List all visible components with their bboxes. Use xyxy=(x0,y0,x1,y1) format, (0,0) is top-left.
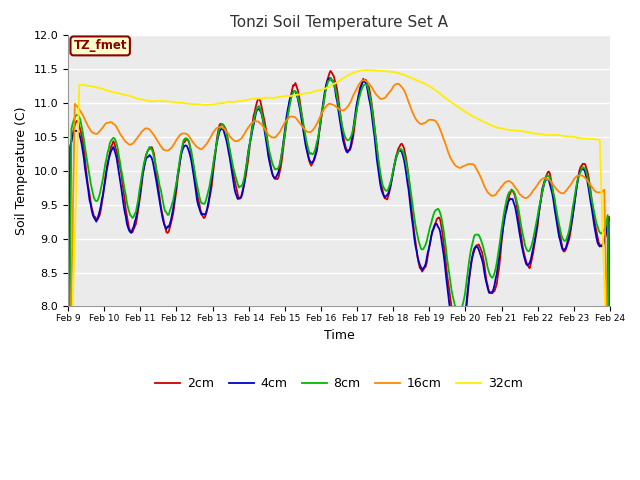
32cm xyxy=(233,98,241,104)
2cm xyxy=(606,369,614,375)
2cm xyxy=(326,68,334,74)
Line: 16cm: 16cm xyxy=(68,80,610,475)
8cm xyxy=(394,149,402,155)
4cm xyxy=(394,149,402,155)
8cm xyxy=(292,90,300,96)
4cm xyxy=(463,290,471,296)
8cm xyxy=(557,232,565,238)
32cm xyxy=(64,463,72,469)
Text: TZ_fmet: TZ_fmet xyxy=(74,39,127,52)
4cm xyxy=(292,91,300,97)
8cm xyxy=(606,420,614,425)
4cm xyxy=(606,464,614,469)
2cm xyxy=(463,295,471,301)
32cm xyxy=(292,92,300,97)
16cm xyxy=(394,81,402,86)
16cm xyxy=(557,190,565,196)
16cm xyxy=(606,459,614,465)
16cm xyxy=(292,116,300,122)
32cm xyxy=(365,67,373,73)
16cm xyxy=(360,77,368,83)
Legend: 2cm, 4cm, 8cm, 16cm, 32cm: 2cm, 4cm, 8cm, 16cm, 32cm xyxy=(150,372,527,396)
8cm xyxy=(463,273,471,278)
Line: 2cm: 2cm xyxy=(68,71,610,480)
4cm xyxy=(557,242,565,248)
16cm xyxy=(369,85,376,91)
32cm xyxy=(463,110,471,116)
16cm xyxy=(64,472,72,478)
32cm xyxy=(557,133,565,139)
2cm xyxy=(394,145,402,151)
2cm xyxy=(292,84,300,89)
Line: 8cm: 8cm xyxy=(68,78,610,480)
Y-axis label: Soil Temperature (C): Soil Temperature (C) xyxy=(15,107,28,235)
Line: 4cm: 4cm xyxy=(68,78,610,467)
X-axis label: Time: Time xyxy=(324,329,355,342)
8cm xyxy=(326,75,334,81)
2cm xyxy=(557,239,565,245)
16cm xyxy=(233,138,241,144)
Title: Tonzi Soil Temperature Set A: Tonzi Soil Temperature Set A xyxy=(230,15,448,30)
Line: 32cm: 32cm xyxy=(68,70,610,466)
16cm xyxy=(463,161,471,167)
2cm xyxy=(369,106,376,112)
4cm xyxy=(326,75,334,81)
32cm xyxy=(394,70,402,76)
32cm xyxy=(369,67,376,73)
2cm xyxy=(233,186,241,192)
4cm xyxy=(64,428,72,434)
4cm xyxy=(369,117,376,123)
32cm xyxy=(606,456,614,462)
4cm xyxy=(233,193,241,199)
8cm xyxy=(369,108,376,114)
8cm xyxy=(233,178,241,183)
